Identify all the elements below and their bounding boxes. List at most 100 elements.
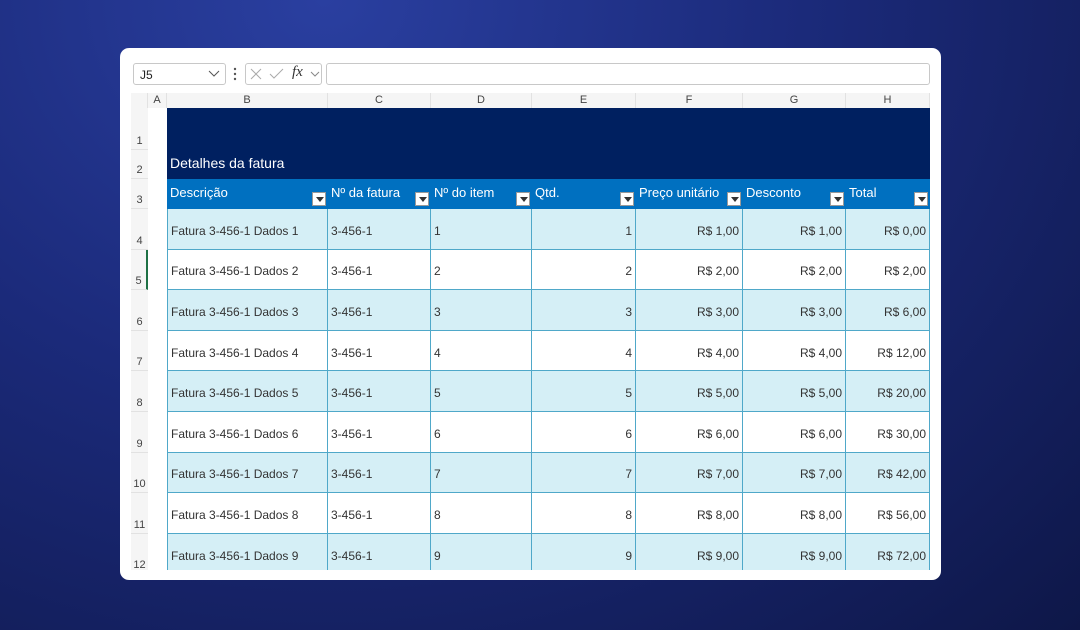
table-cell[interactable]: R$ 12,00 bbox=[846, 330, 930, 372]
table-cell[interactable]: R$ 6,00 bbox=[743, 412, 846, 453]
table-cell[interactable]: 3-456-1 bbox=[328, 290, 431, 331]
table-cell[interactable]: 7 bbox=[532, 452, 636, 494]
table-cell[interactable]: 2 bbox=[532, 249, 636, 291]
row-header[interactable]: 12 bbox=[131, 533, 148, 570]
table-cell[interactable]: 3-456-1 bbox=[328, 330, 431, 372]
table-cell[interactable]: Fatura 3-456-1 Dados 9 bbox=[167, 533, 328, 570]
table-cell[interactable]: R$ 30,00 bbox=[846, 412, 930, 453]
row-header[interactable]: 6 bbox=[131, 290, 148, 331]
table-cell[interactable]: R$ 4,00 bbox=[636, 330, 743, 372]
row-header[interactable]: 4 bbox=[131, 209, 148, 250]
table-cell[interactable]: R$ 4,00 bbox=[743, 330, 846, 372]
table-cell[interactable]: R$ 72,00 bbox=[846, 533, 930, 570]
table-cell[interactable]: 4 bbox=[532, 330, 636, 372]
table-header[interactable]: Qtd. bbox=[532, 179, 636, 209]
row-header[interactable]: 7 bbox=[131, 330, 148, 372]
table-cell[interactable]: 5 bbox=[532, 371, 636, 412]
table-cell[interactable]: 3-456-1 bbox=[328, 249, 431, 291]
table-cell[interactable]: Fatura 3-456-1 Dados 5 bbox=[167, 371, 328, 412]
name-box[interactable]: J5 bbox=[133, 63, 226, 85]
column-header[interactable]: F bbox=[636, 93, 743, 108]
table-cell[interactable]: R$ 9,00 bbox=[743, 533, 846, 570]
column-header[interactable]: H bbox=[846, 93, 930, 108]
row-header[interactable]: 5 bbox=[131, 249, 148, 291]
table-cell[interactable]: 5 bbox=[431, 371, 532, 412]
row-header[interactable]: 3 bbox=[131, 179, 148, 209]
table-cell[interactable]: Fatura 3-456-1 Dados 4 bbox=[167, 330, 328, 372]
dropdown-icon[interactable] bbox=[310, 71, 320, 78]
table-cell[interactable]: 8 bbox=[532, 493, 636, 534]
column-header[interactable]: B bbox=[167, 93, 328, 108]
table-cell[interactable]: R$ 5,00 bbox=[636, 371, 743, 412]
table-cell[interactable]: 1 bbox=[532, 209, 636, 250]
table-cell[interactable]: 2 bbox=[431, 249, 532, 291]
table-cell[interactable]: R$ 5,00 bbox=[743, 371, 846, 412]
table-cell[interactable]: R$ 3,00 bbox=[743, 290, 846, 331]
table-cell[interactable]: Fatura 3-456-1 Dados 1 bbox=[167, 209, 328, 250]
table-cell[interactable]: R$ 42,00 bbox=[846, 452, 930, 494]
row-header[interactable]: 8 bbox=[131, 371, 148, 412]
table-cell[interactable]: R$ 9,00 bbox=[636, 533, 743, 570]
table-cell[interactable]: R$ 1,00 bbox=[636, 209, 743, 250]
table-header[interactable]: Desconto bbox=[743, 179, 846, 209]
table-header[interactable]: Descrição bbox=[167, 179, 328, 209]
row-header[interactable]: 11 bbox=[131, 493, 148, 534]
table-header[interactable]: Preço unitário bbox=[636, 179, 743, 209]
spreadsheet-grid: A B C D E F G H 1 2 3 4 5 6 7 8 9 10 11 12 Detalhes da fatur… bbox=[131, 93, 930, 570]
table-cell[interactable]: R$ 7,00 bbox=[743, 452, 846, 494]
table-cell[interactable]: 3-456-1 bbox=[328, 493, 431, 534]
column-header[interactable]: C bbox=[328, 93, 431, 108]
table-cell[interactable]: R$ 3,00 bbox=[636, 290, 743, 331]
table-cell[interactable]: 4 bbox=[431, 330, 532, 372]
table-cell[interactable]: 9 bbox=[532, 533, 636, 570]
filter-arrow bbox=[834, 197, 842, 202]
table-cell[interactable]: Fatura 3-456-1 Dados 3 bbox=[167, 290, 328, 331]
table-cell[interactable]: R$ 1,00 bbox=[743, 209, 846, 250]
table-cell[interactable]: R$ 56,00 bbox=[846, 493, 930, 534]
column-header[interactable]: G bbox=[743, 93, 846, 108]
table-cell[interactable]: R$ 6,00 bbox=[636, 412, 743, 453]
table-cell[interactable]: Fatura 3-456-1 Dados 7 bbox=[167, 452, 328, 494]
table-cell[interactable]: R$ 20,00 bbox=[846, 371, 930, 412]
table-cell[interactable]: R$ 2,00 bbox=[743, 249, 846, 291]
table-header[interactable]: Nº da fatura bbox=[328, 179, 431, 209]
cancel-enter-icons[interactable] bbox=[250, 68, 288, 80]
table-cell[interactable]: 3-456-1 bbox=[328, 533, 431, 570]
filter-arrow bbox=[731, 197, 739, 202]
row-header[interactable]: 9 bbox=[131, 412, 148, 453]
table-cell[interactable]: R$ 6,00 bbox=[846, 290, 930, 331]
table-cell[interactable]: 7 bbox=[431, 452, 532, 494]
table-cell[interactable]: 8 bbox=[431, 493, 532, 534]
column-header[interactable]: A bbox=[148, 93, 167, 108]
table-cell[interactable]: R$ 7,00 bbox=[636, 452, 743, 494]
table-cell[interactable]: 6 bbox=[431, 412, 532, 453]
table-cell[interactable]: Fatura 3-456-1 Dados 6 bbox=[167, 412, 328, 453]
table-cell[interactable]: 3-456-1 bbox=[328, 412, 431, 453]
column-header[interactable]: D bbox=[431, 93, 532, 108]
table-cell[interactable]: 3 bbox=[431, 290, 532, 331]
table-cell[interactable]: 3-456-1 bbox=[328, 452, 431, 494]
table-header[interactable]: Nº do item bbox=[431, 179, 532, 209]
table-cell[interactable]: R$ 2,00 bbox=[846, 249, 930, 291]
row-header[interactable]: 1 bbox=[131, 108, 148, 150]
table-cell[interactable]: 3-456-1 bbox=[328, 371, 431, 412]
table-cell[interactable]: 9 bbox=[431, 533, 532, 570]
table-cell[interactable]: 3-456-1 bbox=[328, 209, 431, 250]
row-header[interactable]: 10 bbox=[131, 452, 148, 494]
table-cell[interactable]: R$ 2,00 bbox=[636, 249, 743, 291]
dropdown-icon[interactable] bbox=[208, 70, 220, 78]
table-cell[interactable]: R$ 8,00 bbox=[636, 493, 743, 534]
table-cell[interactable]: Fatura 3-456-1 Dados 2 bbox=[167, 249, 328, 291]
row-header[interactable]: 2 bbox=[131, 150, 148, 179]
column-header[interactable]: E bbox=[532, 93, 636, 108]
formula-input[interactable] bbox=[326, 63, 930, 85]
table-cell[interactable]: Fatura 3-456-1 Dados 8 bbox=[167, 493, 328, 534]
table-cell[interactable]: 1 bbox=[431, 209, 532, 250]
table-cell[interactable]: R$ 0,00 bbox=[846, 209, 930, 250]
more-icon[interactable] bbox=[231, 67, 239, 81]
insert-function[interactable]: fx bbox=[292, 64, 303, 80]
filter-arrow bbox=[624, 197, 632, 202]
table-cell[interactable]: R$ 8,00 bbox=[743, 493, 846, 534]
table-cell[interactable]: 6 bbox=[532, 412, 636, 453]
table-cell[interactable]: 3 bbox=[532, 290, 636, 331]
